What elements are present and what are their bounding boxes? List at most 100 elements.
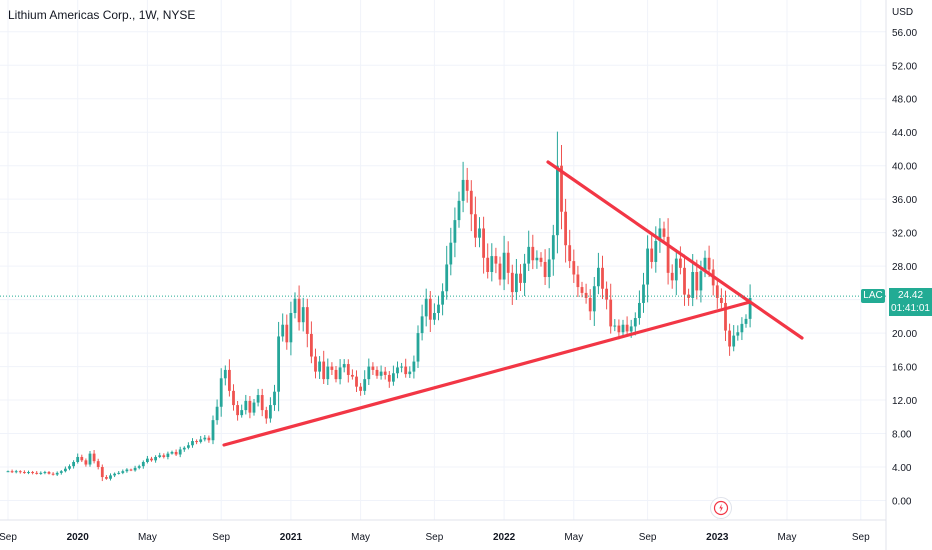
candle-body <box>510 272 514 293</box>
candle-body <box>211 420 215 441</box>
y-tick-label: 32.00 <box>892 229 917 240</box>
candle-body <box>687 294 690 298</box>
candle-body <box>51 473 55 475</box>
candle-body <box>408 371 412 375</box>
candle-body <box>277 336 280 392</box>
candle-body <box>31 472 34 474</box>
candle-body <box>355 376 358 387</box>
candle-body <box>617 325 621 333</box>
candle-body <box>289 313 293 343</box>
candle-body <box>141 461 145 467</box>
candle-body <box>703 257 707 272</box>
support-trendline[interactable] <box>222 300 752 447</box>
x-tick-label: 2020 <box>67 532 90 543</box>
candle-body <box>457 200 461 221</box>
candle-body <box>68 466 71 469</box>
candle-body <box>666 236 670 273</box>
y-tick-label: 52.00 <box>892 61 917 72</box>
candle-body <box>695 271 699 291</box>
candle-body <box>461 179 465 201</box>
candle-body <box>515 273 518 293</box>
candle-body <box>568 245 572 262</box>
candle-body <box>117 472 121 474</box>
lightning-button[interactable] <box>710 497 732 519</box>
candle-body <box>252 402 256 413</box>
candle-body <box>39 472 43 474</box>
candle-body <box>387 374 391 382</box>
candle-body <box>674 258 678 281</box>
y-tick-label: 36.00 <box>892 195 917 206</box>
candle-body <box>236 405 239 416</box>
trendline-drawings[interactable] <box>222 160 804 447</box>
candle-body <box>43 472 47 474</box>
time-scale[interactable]: Sep 2020 May Sep 2021 May Sep 2022 May Sep 2023 May… <box>0 532 870 543</box>
resistance-trendline[interactable] <box>546 160 804 340</box>
y-tick-label: 16.00 <box>892 363 917 374</box>
candle-body <box>523 263 526 283</box>
candle-body <box>543 261 547 278</box>
chart-grid <box>0 0 886 520</box>
candle-body <box>605 288 608 300</box>
candle-body <box>453 220 457 243</box>
x-tick-label: Sep <box>212 532 230 543</box>
candle-body <box>223 369 227 379</box>
candle-body <box>478 228 481 238</box>
candle-body <box>14 471 18 473</box>
candle-body <box>564 211 567 246</box>
candle-body <box>195 441 198 443</box>
candle-body <box>80 456 84 461</box>
y-tick-label: 12.00 <box>892 396 917 407</box>
candle-body <box>498 263 502 280</box>
candle-body <box>683 267 686 295</box>
chart-title: Lithium Americas Corp., 1W, NYSE <box>8 8 196 22</box>
candle-body <box>551 235 555 260</box>
candle-body <box>191 441 194 446</box>
candle-body <box>121 471 125 473</box>
candle-body <box>174 451 178 455</box>
candle-body <box>433 313 436 320</box>
y-tick-label: 48.00 <box>892 95 917 106</box>
candle-body <box>35 472 39 474</box>
price-scale[interactable]: 0.004.008.0012.0016.0020.0024.0028.0032.… <box>892 28 917 508</box>
x-tick-label: Sep <box>639 532 657 543</box>
candle-body <box>506 252 510 273</box>
candle-body <box>105 477 108 479</box>
x-tick-label: 2021 <box>280 532 303 543</box>
y-tick-label: 20.00 <box>892 329 917 340</box>
y-tick-label: 40.00 <box>892 162 917 173</box>
candle-body <box>662 228 666 237</box>
candle-body <box>18 471 22 473</box>
candle-body <box>424 298 428 317</box>
y-tick-label: 0.00 <box>892 497 912 508</box>
y-tick-label: 4.00 <box>892 463 912 474</box>
candle-body <box>670 272 674 281</box>
candle-body <box>556 165 559 236</box>
x-tick-label: May <box>564 532 583 543</box>
candle-body <box>465 179 469 191</box>
candle-body <box>584 292 588 298</box>
candle-body <box>182 447 186 450</box>
candle-body <box>305 307 309 334</box>
candle-body <box>736 332 740 336</box>
candle-body <box>64 468 67 472</box>
candle-body <box>449 242 453 265</box>
candle-body <box>629 326 633 332</box>
candle-body <box>301 307 305 323</box>
candle-body <box>137 466 141 468</box>
candle-body <box>72 461 75 467</box>
candle-body <box>502 252 506 280</box>
candle-body <box>437 304 440 314</box>
candle-body <box>166 453 170 457</box>
currency-label: USD <box>892 7 913 18</box>
candle-body <box>601 267 604 289</box>
candle-body <box>744 318 748 324</box>
candle-body <box>572 261 576 275</box>
candle-body <box>314 356 317 372</box>
candle-body <box>720 297 723 303</box>
candle-body <box>535 257 539 261</box>
candle-body <box>519 273 522 283</box>
candle-body <box>654 241 658 262</box>
candle-body <box>613 325 617 327</box>
candle-body <box>609 299 613 327</box>
